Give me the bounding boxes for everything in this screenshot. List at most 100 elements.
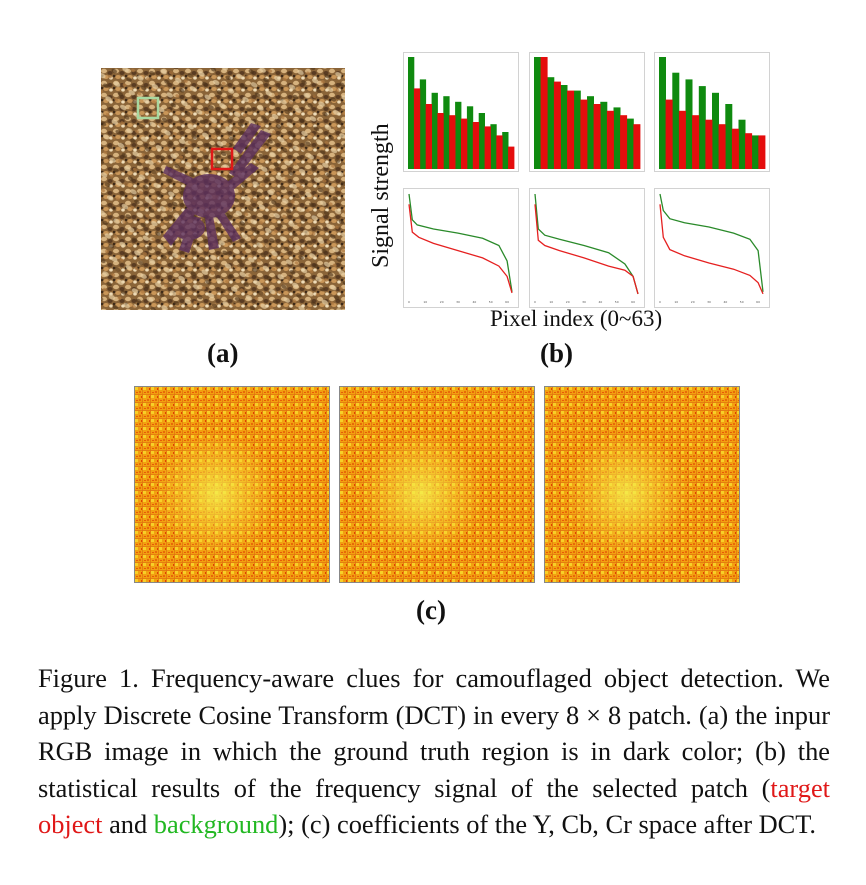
target-bar [540, 57, 548, 169]
label-a: (a) [207, 338, 239, 368]
background-bar [672, 72, 680, 169]
caption-background: background [153, 809, 279, 839]
label-c: (c) [416, 595, 446, 625]
background-line [534, 193, 639, 295]
background-bar [466, 106, 474, 169]
dct-map-y [134, 386, 330, 583]
background-bar [419, 79, 427, 169]
target-bar [461, 118, 468, 169]
caption-text-2: ); (c) coefficients of the Y, Cb, Cr spa… [278, 809, 817, 839]
bar-chart-3 [654, 52, 770, 172]
background-patch-marker [136, 96, 160, 120]
x-tick-label: 60 [631, 300, 635, 304]
background-bar [455, 101, 462, 169]
background-bar [659, 57, 666, 169]
target-line [534, 204, 639, 295]
caption-target-object: target object [38, 772, 830, 840]
background-bar [478, 113, 485, 169]
x-tick-label: 30 [582, 300, 586, 304]
bar-chart-2 [529, 52, 645, 172]
target-bar [508, 146, 515, 169]
y-axis-label: Signal strength [368, 123, 394, 268]
background-bar [408, 57, 415, 169]
caption-and: and [102, 809, 154, 839]
line-chart-2: 0 10 20 30 40 50 60 [529, 188, 645, 308]
target-bar [718, 124, 726, 169]
input-rgb-image [101, 68, 345, 310]
background-bar [626, 118, 634, 169]
target-bar [484, 126, 491, 169]
target-bar [496, 135, 503, 169]
background-bar [600, 101, 608, 169]
x-tick-label: 30 [456, 300, 460, 304]
target-bar [567, 90, 575, 169]
target-bar [449, 115, 456, 169]
target-bar [758, 135, 766, 169]
background-bar [685, 79, 693, 169]
background-bar [534, 57, 541, 169]
target-bar [472, 122, 480, 169]
background-bar [502, 132, 509, 169]
dct-map-cr [544, 386, 740, 583]
background-line [659, 193, 764, 292]
target-bar [553, 81, 561, 169]
background-bar [431, 92, 438, 169]
target-bar [425, 104, 432, 169]
x-tick-label: 20 [691, 300, 695, 304]
x-tick-label: 10 [674, 300, 678, 304]
background-bar [547, 77, 555, 169]
line-chart-3: 0 10 20 30 40 50 60 [654, 188, 770, 308]
background-bar [698, 86, 706, 169]
background-bar [751, 135, 759, 169]
x-tick-label: 30 [707, 300, 711, 304]
label-b: (b) [540, 338, 573, 368]
x-tick-label: 50 [489, 300, 493, 304]
x-tick-label: 50 [740, 300, 744, 304]
target-bar [580, 99, 588, 169]
target-bar [620, 115, 628, 169]
caption-text-1: Figure 1. Frequency-aware clues for camo… [38, 663, 830, 803]
background-line [408, 193, 513, 292]
target-line [659, 204, 764, 295]
background-bar [725, 104, 733, 169]
target-bar [745, 133, 753, 169]
x-tick-label: 0 [408, 300, 410, 304]
background-bar [587, 96, 594, 169]
x-tick-label: 10 [423, 300, 427, 304]
x-tick-label: 20 [440, 300, 444, 304]
target-bar [731, 128, 739, 169]
target-bar [413, 88, 421, 169]
target-patch-marker [210, 147, 234, 171]
target-bar [665, 99, 673, 169]
target-bar [606, 110, 614, 169]
x-tick-label: 40 [723, 300, 727, 304]
background-bar [560, 85, 568, 169]
dct-map-cb [339, 386, 535, 583]
line-chart-1: 0 10 20 30 40 50 60 [403, 188, 519, 308]
background-bar [443, 96, 450, 169]
x-tick-label: 50 [615, 300, 619, 304]
background-bar [712, 92, 719, 169]
x-tick-label: 10 [549, 300, 553, 304]
x-tick-label: 40 [472, 300, 476, 304]
background-bar [490, 124, 497, 169]
background-bar [613, 107, 621, 169]
x-tick-label: 0 [659, 300, 661, 304]
target-line [408, 204, 513, 294]
crab-ground-truth-region [163, 123, 271, 253]
figure-caption: Figure 1. Frequency-aware clues for camo… [38, 660, 830, 843]
background-bar [573, 90, 581, 169]
target-bar [678, 110, 686, 169]
pebble-crab-image [101, 68, 345, 310]
x-tick-label: 60 [756, 300, 760, 304]
x-tick-label: 60 [505, 300, 509, 304]
x-tick-label: 20 [566, 300, 570, 304]
target-bar [593, 104, 601, 169]
x-tick-label: 0 [534, 300, 536, 304]
target-bar [437, 113, 444, 169]
bar-chart-1 [403, 52, 519, 172]
x-axis-label: Pixel index (0~63) [490, 306, 663, 331]
target-bar [705, 119, 713, 169]
background-bar [738, 119, 746, 169]
x-tick-label: 40 [598, 300, 602, 304]
